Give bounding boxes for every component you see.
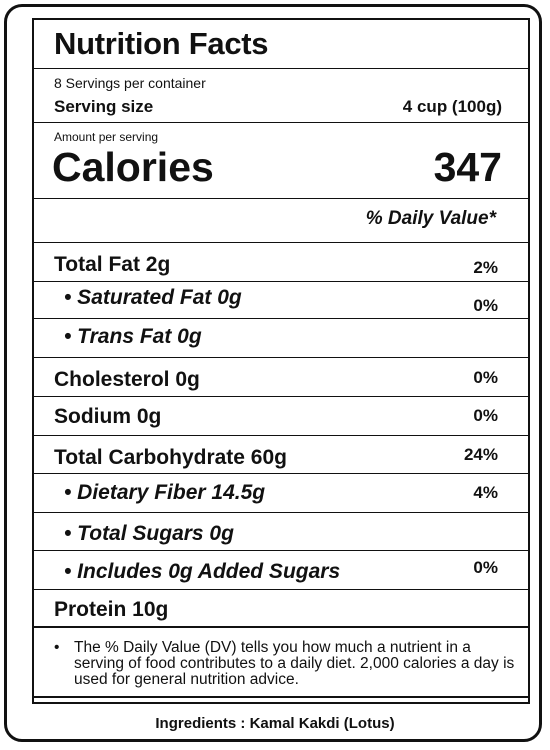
footnote: • The % Daily Value (DV) tells you how m… (54, 640, 524, 688)
dv-cholesterol: 0% (473, 368, 498, 387)
label-title: Nutrition Facts (54, 26, 269, 61)
divider (34, 696, 528, 698)
divider (34, 242, 528, 243)
label-outer-frame (4, 4, 542, 742)
amount-per-serving: Amount per serving (54, 130, 159, 144)
serving-size-value: 4 cup (100g) (402, 97, 502, 116)
divider (34, 435, 528, 436)
nutrient-trans-fat: • Trans Fat 0g (64, 325, 202, 348)
footnote-bullet: • (54, 639, 60, 656)
divider (34, 512, 528, 513)
dv-added-sugars: 0% (473, 558, 498, 577)
ingredients: Ingredients : Kamal Kakdi (Lotus) (155, 715, 395, 732)
divider (34, 589, 528, 590)
divider (34, 473, 528, 474)
nutrition-facts-panel: Nutrition Facts 8 Servings per container… (32, 18, 530, 704)
divider (34, 626, 528, 628)
divider (34, 357, 528, 358)
nutrient-total-carbohydrate: Total Carbohydrate 60g (54, 446, 287, 469)
daily-value-header: % Daily Value* (365, 208, 496, 229)
serving-size-label: Serving size (54, 97, 154, 116)
dv-saturated-fat: 0% (473, 296, 498, 315)
dv-dietary-fiber: 4% (473, 483, 498, 502)
dv-total-fat: 2% (473, 258, 498, 277)
nutrient-saturated-fat: • Saturated Fat 0g (64, 286, 242, 309)
dv-sodium: 0% (473, 406, 498, 425)
servings-per-container: 8 Servings per container (54, 75, 206, 91)
divider (34, 122, 528, 123)
nutrient-protein: Protein 10g (54, 598, 169, 621)
dv-total-carbohydrate: 24% (463, 445, 498, 464)
nutrient-added-sugars: • Includes 0g Added Sugars (64, 560, 341, 583)
divider (34, 68, 528, 69)
nutrient-sodium: Sodium 0g (54, 405, 162, 428)
nutrient-total-fat: Total Fat 2g (54, 253, 171, 276)
calories-value: 347 (433, 144, 502, 190)
nutrient-total-sugars: • Total Sugars 0g (64, 522, 234, 545)
nutrient-dietary-fiber: • Dietary Fiber 14.5g (64, 481, 266, 504)
divider (34, 550, 528, 551)
divider (34, 396, 528, 397)
divider (34, 281, 528, 282)
nutrient-cholesterol: Cholesterol 0g (54, 368, 200, 391)
calories-label: Calories (52, 144, 214, 190)
divider (34, 318, 528, 319)
footnote-text: The % Daily Value (DV) tells you how muc… (74, 639, 515, 688)
divider (34, 198, 528, 199)
